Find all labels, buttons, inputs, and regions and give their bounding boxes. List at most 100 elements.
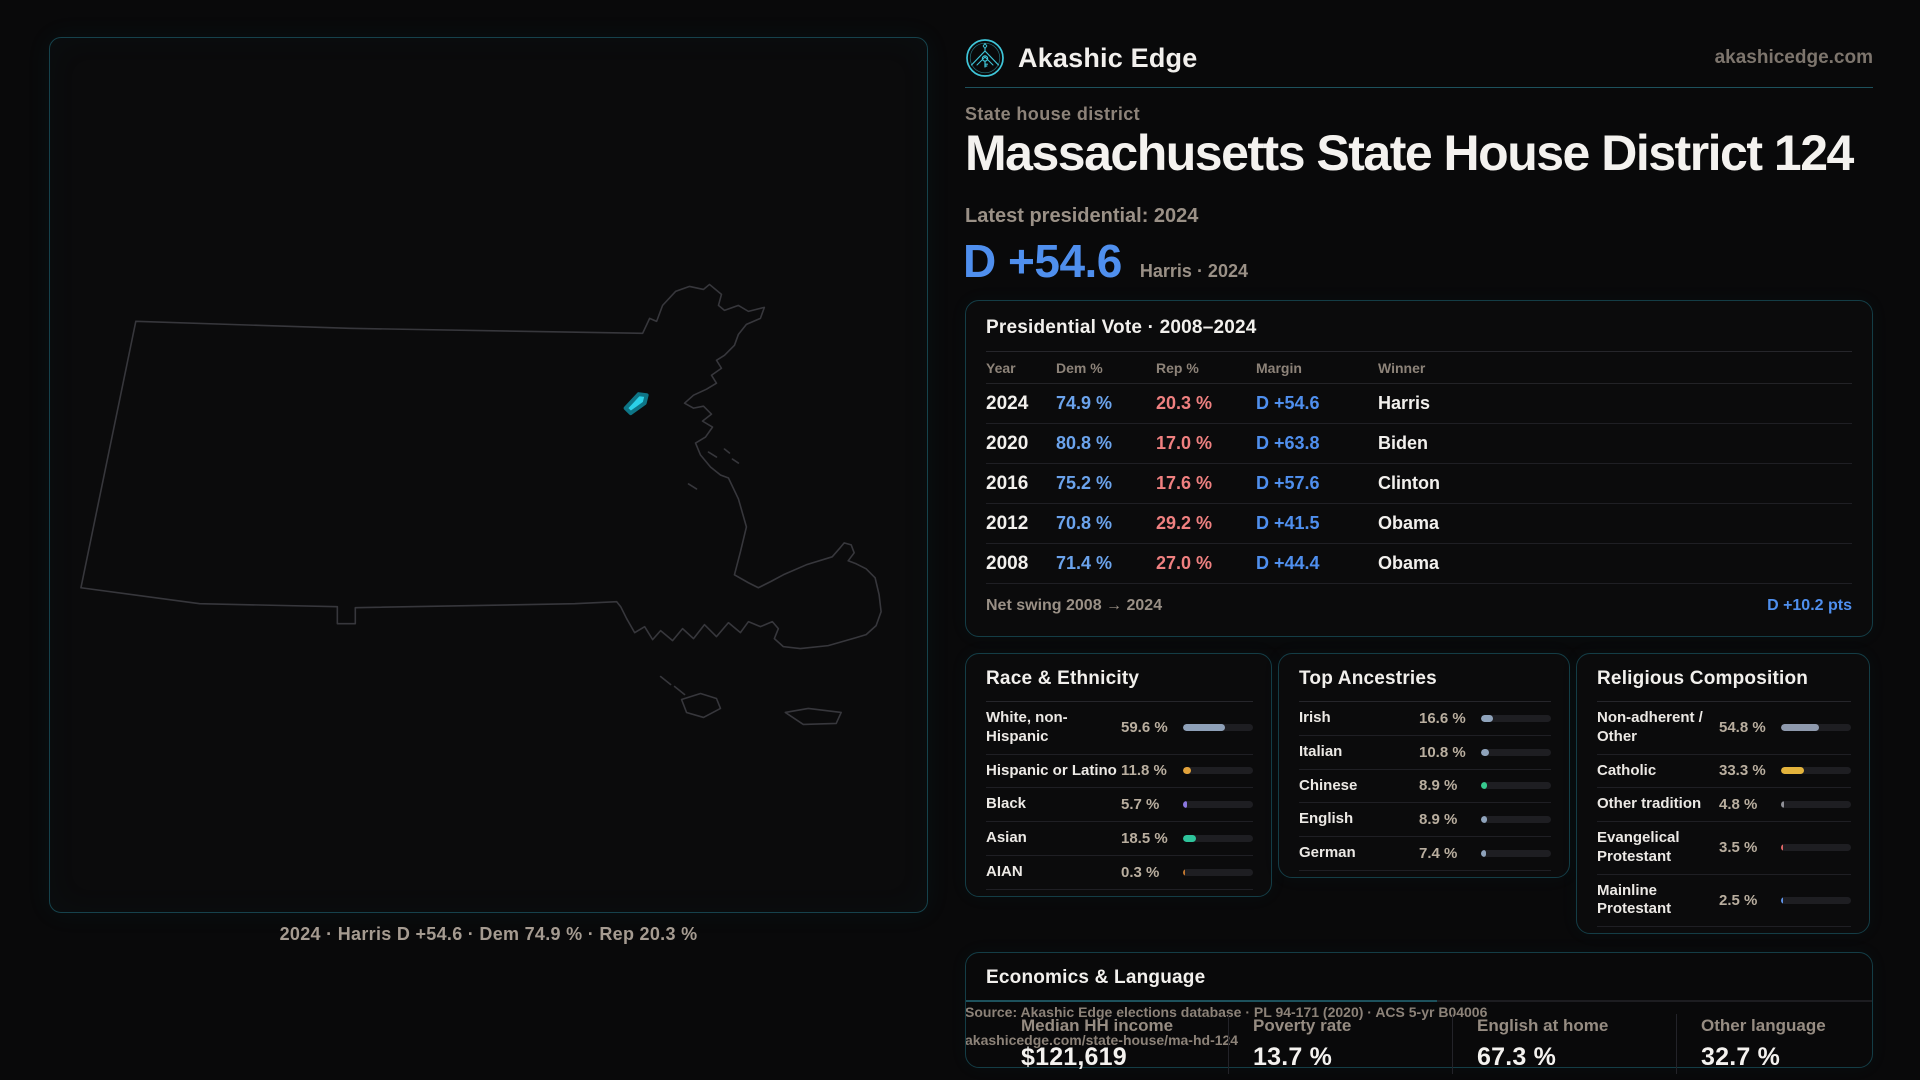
demographic-value: 11.8 % <box>1121 762 1167 780</box>
demographic-label: Mainline Protestant <box>1597 881 1672 918</box>
table-row: 2016 75.2 % 17.6 % D +57.6 Clinton <box>986 464 1852 504</box>
demographic-bar-track <box>1781 896 1851 904</box>
demographic-bar-fill <box>1781 801 1785 809</box>
stat-label: Other language <box>1701 1016 1826 1035</box>
cell-dem-pct: 74.9 % <box>1056 393 1113 413</box>
economics-stats: Median HH income $121,619 Poverty rate 1… <box>986 1014 1852 1074</box>
demographic-bar-track <box>1481 816 1551 824</box>
stat-value: 13.7 % <box>1253 1043 1333 1071</box>
panel-title: Top Ancestries <box>1299 668 1551 702</box>
demographic-row: Evangelical Protestant 3.5 % <box>1597 822 1851 875</box>
panel-title: Religious Composition <box>1597 668 1851 702</box>
small-islands <box>659 448 740 696</box>
brand-domain-link[interactable]: akashicedge.com <box>1714 47 1873 68</box>
cell-year: 2008 <box>986 552 1029 574</box>
demographic-label: Asian <box>986 829 1027 846</box>
demographic-value: 8.9 % <box>1419 811 1458 829</box>
site-header: Akashic Edge akashicedge.com <box>965 34 1873 82</box>
demographic-value: 5.7 % <box>1121 796 1160 814</box>
headline-context: Harris · 2024 <box>1139 261 1248 281</box>
demographic-bar-fill <box>1781 844 1784 852</box>
col-dem: Dem % <box>1056 359 1103 376</box>
demographic-label: Catholic <box>1597 761 1657 779</box>
demographic-bar-fill <box>1481 849 1487 857</box>
demographic-bar-fill <box>1781 724 1820 732</box>
demographic-bar-fill <box>1481 782 1488 790</box>
demographic-label: Evangelical Protestant <box>1597 829 1680 865</box>
page-title: Massachusetts State House District 124 <box>965 125 1854 181</box>
cell-year: 2024 <box>986 392 1029 414</box>
demographic-label: Chinese <box>1299 776 1358 794</box>
demographic-bar-fill <box>1183 767 1192 775</box>
cell-dem-pct: 71.4 % <box>1056 553 1113 573</box>
demographic-bar-fill <box>1183 868 1185 876</box>
net-swing-row: Net swing 2008 → 2024 D +10.2 pts <box>986 584 1852 615</box>
cell-year: 2012 <box>986 512 1029 534</box>
demographic-bar-fill <box>1183 724 1225 732</box>
ancestry-rows: Irish 16.6 % Italian 10.8 % Chinese 8.9 … <box>1299 702 1551 871</box>
demographic-label: White, non- Hispanic <box>986 709 1068 745</box>
demographic-bar-track <box>1481 849 1551 857</box>
demographic-bar-track <box>1481 748 1551 756</box>
demographic-label: Other tradition <box>1597 795 1702 813</box>
cell-year: 2016 <box>986 472 1029 494</box>
akashic-edge-logo-icon[interactable] <box>965 38 1005 78</box>
economics-stat: Other language 32.7 % <box>1676 1014 1852 1074</box>
demographic-bar-fill <box>1781 896 1783 904</box>
district-highlight[interactable] <box>623 392 649 416</box>
race-rows: White, non- Hispanic 59.6 % Hispanic or … <box>986 702 1253 890</box>
table-body: 2024 74.9 % 20.3 % D +54.6 Harris 2020 8… <box>986 384 1852 584</box>
demographic-row: Irish 16.6 % <box>1299 702 1551 736</box>
demographic-value: 59.6 % <box>1121 719 1168 737</box>
cell-margin: D +41.5 <box>1256 513 1320 533</box>
demographic-label: English <box>1299 810 1354 828</box>
cell-rep-pct: 20.3 % <box>1156 393 1213 413</box>
demographic-label: Black <box>986 795 1027 813</box>
stat-value: $121,619 <box>1021 1043 1127 1071</box>
demographic-bar-track <box>1183 868 1253 876</box>
religion-rows: Non-adherent / Other 54.8 % Catholic 33.… <box>1597 702 1851 927</box>
demographic-bar-track <box>1781 801 1851 809</box>
table-row: 2024 74.9 % 20.3 % D +54.6 Harris <box>986 384 1852 424</box>
demographic-row: Catholic 33.3 % <box>1597 755 1851 789</box>
demographic-row: Italian 10.8 % <box>1299 736 1551 770</box>
demographic-label: Irish <box>1299 709 1331 726</box>
source-note: Source: Akashic Edge elections database … <box>965 998 1487 1054</box>
demographic-bar-fill <box>1481 748 1489 756</box>
cell-rep-pct: 29.2 % <box>1156 513 1213 533</box>
district-map-panel <box>49 37 928 913</box>
demographic-value: 4.8 % <box>1719 796 1758 814</box>
cell-year: 2020 <box>986 432 1029 454</box>
cell-winner: Obama <box>1378 513 1440 533</box>
demographic-bar-track <box>1781 844 1851 852</box>
source-url: akashicedge.com/state-house/ma-hd-124 <box>965 1032 1239 1048</box>
demographic-row: Other tradition 4.8 % <box>1597 788 1851 822</box>
col-year: Year <box>986 359 1016 376</box>
religious-composition-panel: Religious Composition Non-adherent / Oth… <box>1576 653 1870 934</box>
cell-winner: Clinton <box>1378 473 1440 493</box>
massachusetts-map <box>80 283 882 726</box>
stat-value: 32.7 % <box>1701 1043 1781 1071</box>
top-ancestries-panel: Top Ancestries Irish 16.6 % Italian 10.8… <box>1278 653 1570 878</box>
demographic-label: AIAN <box>986 862 1023 880</box>
panel-title-divider <box>966 1000 1872 1002</box>
demographic-value: 8.9 % <box>1419 777 1458 795</box>
demographic-bar-track <box>1183 724 1253 732</box>
header-divider <box>965 87 1873 88</box>
demographic-row: Black 5.7 % <box>986 788 1253 822</box>
demographic-row: Hispanic or Latino 11.8 % <box>986 755 1253 789</box>
net-swing-value: D +10.2 pts <box>1767 597 1852 614</box>
stat-label: English at home <box>1477 1016 1609 1035</box>
cell-winner: Biden <box>1378 433 1429 453</box>
cell-rep-pct: 17.0 % <box>1156 433 1213 453</box>
demographic-value: 18.5 % <box>1121 829 1168 847</box>
cell-margin: D +54.6 <box>1256 393 1320 413</box>
cell-margin: D +57.6 <box>1256 473 1320 493</box>
demographic-value: 0.3 % <box>1121 863 1160 881</box>
stat-value: 67.3 % <box>1477 1043 1557 1071</box>
table-header-row: Year Dem % Rep % Margin Winner <box>986 352 1852 384</box>
demographic-bar-track <box>1183 767 1253 775</box>
economics-stat: English at home 67.3 % <box>1452 1014 1676 1074</box>
economics-stat: Poverty rate 13.7 % <box>1228 1014 1452 1074</box>
col-rep: Rep % <box>1156 359 1199 376</box>
